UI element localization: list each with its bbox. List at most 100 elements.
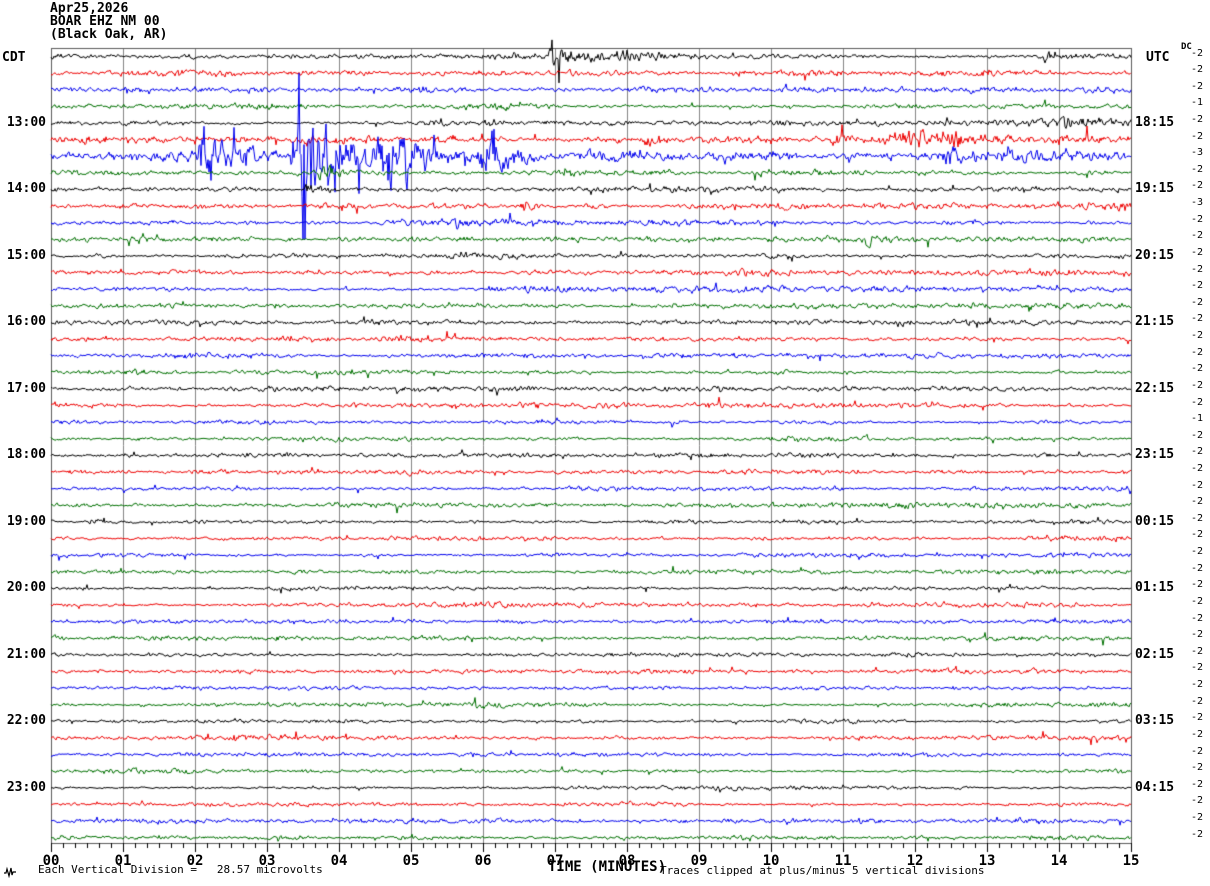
utc-hour-label: 20:15 bbox=[1135, 247, 1175, 263]
x-axis-tick-label: 10 bbox=[762, 853, 780, 869]
utc-hour-label: 19:15 bbox=[1135, 181, 1175, 197]
x-axis-tick-label: 05 bbox=[402, 853, 420, 869]
dc-offset-value: -2 bbox=[1191, 230, 1204, 242]
x-axis-tick-label: 00 bbox=[42, 853, 60, 869]
scale-gap bbox=[197, 863, 217, 876]
x-axis-tick-label: 07 bbox=[546, 853, 564, 869]
right-timezone-label: UTC bbox=[1146, 50, 1170, 65]
dc-offset-value: -2 bbox=[1191, 562, 1204, 574]
dc-offset-value: -2 bbox=[1191, 313, 1204, 325]
x-axis-tick-label: 04 bbox=[330, 853, 348, 869]
scale-value-text: 28.57 microvolts bbox=[216, 863, 323, 876]
dc-offset-value: -2 bbox=[1191, 762, 1204, 774]
dc-offset-value: -3 bbox=[1191, 197, 1204, 209]
x-axis-tick-label: 15 bbox=[1122, 853, 1140, 869]
utc-hour-label: 22:15 bbox=[1135, 380, 1175, 396]
cdt-hour-label: 16:00 bbox=[6, 314, 46, 330]
dc-offset-value: -2 bbox=[1191, 695, 1204, 707]
utc-hour-label: 21:15 bbox=[1135, 314, 1175, 330]
header-station: BOAR EHZ NM 00 bbox=[50, 14, 160, 29]
dc-offset-value: -1 bbox=[1191, 413, 1204, 425]
header-date: Apr25,2026 bbox=[50, 1, 129, 16]
x-axis-tick-label: 08 bbox=[618, 853, 636, 869]
dc-offset-value: -2 bbox=[1191, 728, 1204, 740]
dc-offset-value: -2 bbox=[1191, 263, 1204, 275]
dc-offset-value: -2 bbox=[1191, 180, 1204, 192]
dc-offset-value: -2 bbox=[1191, 80, 1204, 92]
dc-offset-value: -2 bbox=[1191, 130, 1204, 142]
cdt-hour-label: 18:00 bbox=[6, 447, 46, 463]
dc-offset-value: -2 bbox=[1191, 828, 1204, 840]
x-axis-tick-label: 06 bbox=[474, 853, 492, 869]
utc-hour-label: 03:15 bbox=[1135, 713, 1175, 729]
cdt-hour-label: 19:00 bbox=[6, 513, 46, 529]
utc-hour-label: 02:15 bbox=[1135, 646, 1175, 662]
dc-offset-value: -2 bbox=[1191, 546, 1204, 558]
dc-offset-value: -2 bbox=[1191, 47, 1204, 59]
utc-hour-label: 04:15 bbox=[1135, 779, 1175, 795]
seismic-squiggle-icon bbox=[4, 866, 16, 878]
dc-offset-value: -2 bbox=[1191, 629, 1204, 641]
dc-offset-value: -2 bbox=[1191, 379, 1204, 391]
dc-offset-value: -2 bbox=[1191, 363, 1204, 375]
cdt-hour-label: 13:00 bbox=[6, 114, 46, 130]
dc-offset-value: -2 bbox=[1191, 163, 1204, 175]
cdt-hour-label: 22:00 bbox=[6, 713, 46, 729]
utc-hour-label: 01:15 bbox=[1135, 580, 1175, 596]
scale-note: Each Vertical Division = 28.57 microvolt… bbox=[38, 863, 323, 876]
dc-offset-value: -2 bbox=[1191, 446, 1204, 458]
dc-offset-value: -2 bbox=[1191, 529, 1204, 541]
dc-offset-value: -2 bbox=[1191, 246, 1204, 258]
dc-offset-value: -2 bbox=[1191, 213, 1204, 225]
cdt-hour-label: 21:00 bbox=[6, 646, 46, 662]
dc-offset-value: -2 bbox=[1191, 662, 1204, 674]
dc-offset-value: -2 bbox=[1191, 496, 1204, 508]
dc-offset-value: -1 bbox=[1191, 97, 1204, 109]
header-location: (Black Oak, AR) bbox=[50, 27, 168, 42]
dc-offset-value: -2 bbox=[1191, 463, 1204, 474]
cdt-hour-label: 15:00 bbox=[6, 247, 46, 263]
dc-offset-value: -2 bbox=[1191, 296, 1204, 308]
dc-offset-value: -2 bbox=[1191, 479, 1204, 491]
x-axis-tick-label: 12 bbox=[906, 853, 924, 869]
utc-hour-label: 18:15 bbox=[1135, 114, 1175, 130]
dc-offset-column-label: DC bbox=[1181, 42, 1192, 52]
dc-offset-value: -2 bbox=[1191, 64, 1204, 76]
utc-hour-label: 23:15 bbox=[1135, 447, 1175, 463]
x-axis-tick-label: 09 bbox=[690, 853, 708, 869]
x-axis-tick-label: 02 bbox=[186, 853, 204, 869]
x-axis-tick-label: 03 bbox=[258, 853, 276, 869]
dc-offset-value: -2 bbox=[1191, 812, 1204, 824]
dc-offset-value: -2 bbox=[1191, 512, 1204, 524]
dc-offset-value: -2 bbox=[1191, 612, 1204, 624]
scale-note-text: Each Vertical Division = bbox=[38, 863, 197, 876]
dc-offset-value: -2 bbox=[1191, 429, 1204, 441]
cdt-hour-label: 14:00 bbox=[6, 181, 46, 197]
dc-offset-value: -2 bbox=[1191, 595, 1204, 607]
utc-hour-label: 00:15 bbox=[1135, 513, 1175, 529]
x-axis-tick-label: 14 bbox=[1050, 853, 1068, 869]
dc-offset-value: -2 bbox=[1191, 645, 1204, 657]
dc-offset-value: -3 bbox=[1191, 147, 1204, 159]
dc-offset-value: -2 bbox=[1191, 579, 1204, 591]
x-axis-tick-label: 11 bbox=[834, 853, 852, 869]
dc-offset-value: -2 bbox=[1191, 679, 1204, 691]
cdt-hour-label: 17:00 bbox=[6, 380, 46, 396]
dc-offset-value: -2 bbox=[1191, 778, 1204, 790]
dc-offset-value: -2 bbox=[1191, 330, 1204, 342]
x-axis-tick-label: 01 bbox=[114, 853, 132, 869]
x-axis-tick-label: 13 bbox=[978, 853, 996, 869]
dc-offset-value: -2 bbox=[1191, 280, 1204, 292]
dc-offset-value: -2 bbox=[1191, 795, 1204, 807]
left-timezone-label: CDT bbox=[2, 50, 26, 65]
cdt-hour-label: 23:00 bbox=[6, 779, 46, 795]
dc-offset-value: -2 bbox=[1191, 346, 1204, 358]
cdt-hour-label: 20:00 bbox=[6, 580, 46, 596]
dc-offset-value: -2 bbox=[1191, 712, 1204, 724]
dc-offset-value: -2 bbox=[1191, 745, 1204, 757]
dc-offset-value: -2 bbox=[1191, 113, 1204, 125]
clip-note: Traces clipped at plus/minus 5 vertical … bbox=[660, 864, 985, 877]
dc-offset-value: -2 bbox=[1191, 396, 1204, 408]
